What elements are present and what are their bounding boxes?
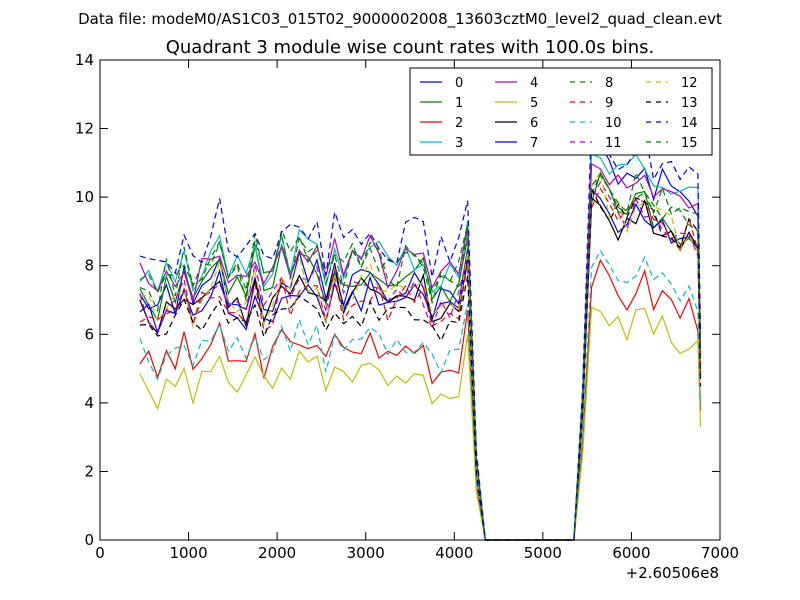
legend-label-12: 12	[681, 76, 698, 91]
legend-label-4: 4	[530, 76, 538, 91]
y-tick-label: 0	[84, 531, 94, 549]
legend-label-13: 13	[681, 96, 698, 111]
series-line-2	[139, 258, 702, 541]
plot-frame	[99, 59, 721, 541]
legend-label-1: 1	[455, 96, 463, 111]
series-line-12	[139, 170, 702, 541]
series-line-1	[139, 171, 702, 541]
legend-label-11: 11	[605, 136, 622, 151]
y-tick-label: 2	[84, 462, 94, 480]
series-line-13	[139, 188, 702, 541]
suptitle: Data file: modeM0/AS1C03_015T02_90000020…	[78, 10, 722, 29]
x-tick-label: 1000	[169, 544, 207, 562]
y-tick-label: 10	[75, 188, 94, 206]
y-tick-label: 6	[84, 325, 94, 343]
legend-label-8: 8	[605, 76, 613, 91]
x-tick-label: 3000	[347, 544, 385, 562]
series-line-9	[139, 187, 702, 541]
legend-label-15: 15	[681, 136, 698, 151]
legend-box	[409, 67, 713, 156]
series-layer	[139, 117, 702, 541]
y-tick-label: 12	[75, 120, 94, 138]
legend-label-14: 14	[681, 116, 698, 131]
series-line-3	[139, 153, 702, 541]
x-tick-label: 5000	[524, 544, 562, 562]
series-line-14	[139, 117, 702, 541]
x-tick-label: 2000	[258, 544, 296, 562]
legend-label-2: 2	[455, 116, 463, 131]
x-tick-label: 0	[95, 544, 105, 562]
x-tick-label: 4000	[435, 544, 473, 562]
legend-label-6: 6	[530, 116, 538, 131]
series-line-4	[139, 162, 702, 541]
series-line-5	[139, 306, 702, 541]
y-tick-label: 4	[84, 394, 94, 412]
legend-label-10: 10	[605, 116, 622, 131]
series-line-7	[139, 188, 702, 541]
legend-label-0: 0	[455, 76, 463, 91]
x-tick-label: 6000	[612, 544, 650, 562]
legend-label-9: 9	[605, 96, 613, 111]
series-line-6	[139, 196, 702, 541]
chart-title: Quadrant 3 module wise count rates with …	[166, 37, 655, 58]
series-line-15	[139, 170, 702, 541]
series-line-11	[139, 181, 702, 541]
legend-label-3: 3	[455, 136, 463, 151]
legend-label-5: 5	[530, 96, 538, 111]
x-tick-label: 7000	[701, 544, 739, 562]
y-tick-label: 14	[75, 51, 94, 69]
y-tick-label: 8	[84, 257, 94, 275]
series-line-10	[139, 249, 702, 541]
x-offset-label: +2.60506e8	[626, 564, 719, 582]
legend-label-7: 7	[530, 136, 538, 151]
